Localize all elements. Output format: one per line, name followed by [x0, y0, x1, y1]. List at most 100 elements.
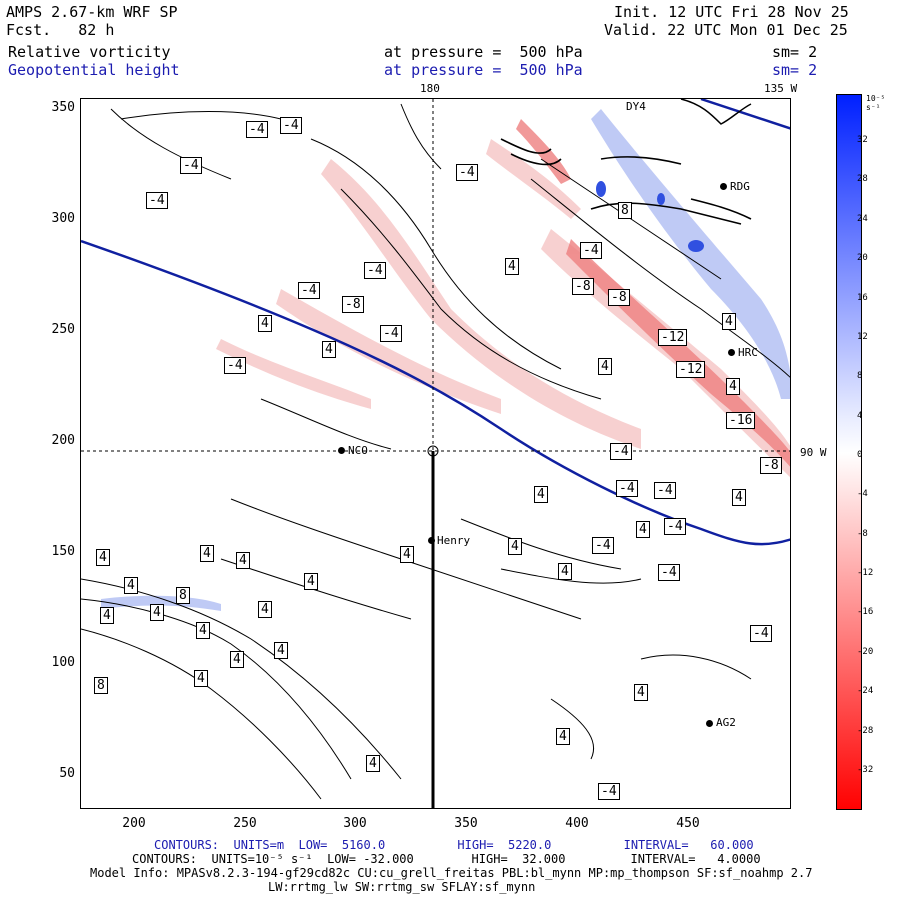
geopotential-height-contours — [81, 99, 790, 546]
colorbar-tick: -8 — [857, 529, 868, 539]
footer-model-info-2: LW:rrtmg_lw SW:rrtmg_sw SFLAY:sf_mynn — [268, 880, 536, 894]
contour-label: 4 — [634, 684, 648, 701]
contour-label: -4 — [580, 242, 602, 259]
contour-label: 8 — [618, 202, 632, 219]
strong-negative-vorticity — [596, 181, 704, 252]
x-tick: 250 — [233, 816, 257, 831]
contour-label: 4 — [732, 489, 746, 506]
contour-label: -4 — [456, 164, 478, 181]
contour-label: 4 — [556, 728, 570, 745]
contour-label: -4 — [654, 482, 676, 499]
contour-label: -8 — [608, 289, 630, 306]
colorbar-tick: 16 — [857, 293, 868, 303]
colorbar-tick: 24 — [857, 214, 868, 224]
colorbar-tick: -24 — [857, 686, 874, 696]
y-tick: 350 — [51, 100, 75, 115]
contour-label: 4 — [274, 642, 288, 659]
contour-label: 4 — [200, 545, 214, 562]
contour-label: -4 — [246, 121, 268, 138]
contour-label: 4 — [258, 315, 272, 332]
station-dot[interactable] — [706, 720, 713, 727]
contour-label: 4 — [96, 549, 110, 566]
y-tick: 50 — [59, 766, 75, 781]
contour-label: 4 — [100, 607, 114, 624]
coastline — [680, 99, 752, 125]
station-label: Henry — [437, 534, 471, 547]
contour-label: 4 — [150, 604, 164, 621]
colorbar — [836, 94, 862, 810]
lon-90w-label: 90 W — [800, 446, 827, 459]
contour-label: 4 — [194, 670, 208, 687]
footer-vort-contours: CONTOURS: UNITS=10⁻⁵ s⁻¹ LOW= -32.000 HI… — [132, 852, 761, 866]
model-title: AMPS 2.67-km WRF SP — [6, 3, 178, 21]
contour-label: 4 — [236, 552, 250, 569]
contour-label: 4 — [508, 538, 522, 555]
colorbar-tick: 20 — [857, 253, 868, 263]
station-dot[interactable] — [728, 349, 735, 356]
contour-label: 4 — [722, 313, 736, 330]
colorbar-tick: 4 — [857, 411, 863, 421]
positive-vorticity-shading — [216, 139, 790, 478]
contour-label: -4 — [146, 192, 168, 209]
colorbar-tick: -20 — [857, 647, 874, 657]
forecast-hours: 82 h — [78, 21, 115, 39]
contour-label: 4 — [304, 573, 318, 590]
footer-model-info: Model Info: MPASv8.2.3-194-gf29cd82c CU:… — [90, 866, 813, 880]
field1-level: at pressure = 500 hPa — [384, 43, 583, 61]
y-tick: 200 — [51, 433, 75, 448]
contour-label: 4 — [258, 601, 272, 618]
station-dot[interactable] — [338, 447, 345, 454]
contour-label: 4 — [558, 563, 572, 580]
contour-label: -8 — [572, 278, 594, 295]
contour-label: 4 — [230, 651, 244, 668]
colorbar-tick: 28 — [857, 174, 868, 184]
contour-label: -4 — [224, 357, 246, 374]
lon-180-label: 180 — [420, 82, 440, 95]
x-tick: 200 — [122, 816, 146, 831]
field1-name: Relative vorticity — [8, 43, 171, 61]
map-plot[interactable] — [80, 98, 791, 809]
x-tick: 400 — [565, 816, 589, 831]
forecast-label: Fcst. 82 h — [6, 22, 114, 39]
contour-label: -16 — [726, 412, 756, 429]
contour-label: -4 — [280, 117, 302, 134]
lon-135w-label: 135 W — [764, 82, 798, 95]
contour-label: 4 — [505, 258, 519, 275]
station-label: HRC — [738, 346, 758, 359]
contour-label: 8 — [94, 677, 108, 694]
station-label: DY4 — [626, 100, 646, 113]
south-pole-marker — [427, 445, 439, 457]
contour-label: -4 — [664, 518, 686, 535]
forecast-label-text: Fcst. — [6, 21, 52, 39]
station-dot[interactable] — [720, 183, 727, 190]
contour-label: 4 — [196, 622, 210, 639]
colorbar-tick: -28 — [857, 726, 874, 736]
footer-height-contours: CONTOURS: UNITS=m LOW= 5160.0 HIGH= 5220… — [154, 838, 754, 852]
contour-label: -12 — [676, 361, 706, 378]
station-label: NCO — [348, 444, 368, 457]
x-tick: 450 — [676, 816, 700, 831]
y-tick: 150 — [51, 544, 75, 559]
colorbar-tick: -32 — [857, 765, 874, 775]
colorbar-tick: -12 — [857, 568, 874, 578]
contour-label: -4 — [380, 325, 402, 342]
x-tick: 300 — [343, 816, 367, 831]
colorbar-tick: 12 — [857, 332, 868, 342]
contour-label: 4 — [636, 521, 650, 538]
valid-time: Valid. 22 UTC Mon 01 Dec 25 — [604, 21, 848, 39]
field1-smooth: sm= 2 — [772, 43, 818, 61]
contour-label: 4 — [598, 358, 612, 375]
contour-label: -4 — [750, 625, 772, 642]
colorbar-tick: 0 — [857, 450, 863, 460]
map-canvas — [81, 99, 790, 808]
y-tick: 300 — [51, 211, 75, 226]
contour-label: -4 — [592, 537, 614, 554]
contour-label: 4 — [534, 486, 548, 503]
station-dot[interactable] — [428, 537, 435, 544]
contour-label: 4 — [400, 546, 414, 563]
negative-vorticity-shading — [101, 109, 790, 611]
contour-label: 4 — [124, 577, 138, 594]
y-tick: 100 — [51, 655, 75, 670]
contour-label: -4 — [658, 564, 680, 581]
y-tick: 250 — [51, 322, 75, 337]
